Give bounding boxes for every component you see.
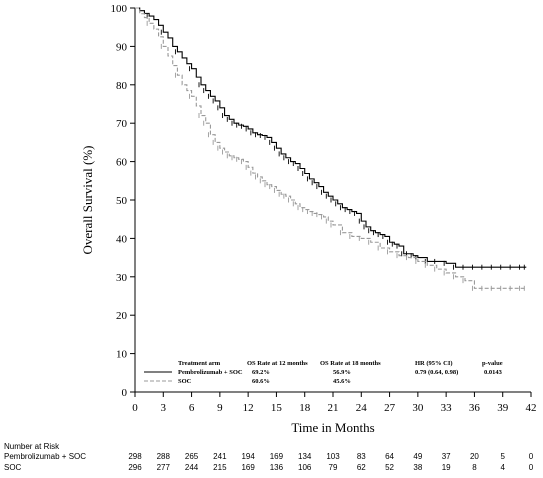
x-tick-label: 12 <box>243 402 254 414</box>
y-tick-label: 50 <box>116 195 128 207</box>
x-tick-label: 18 <box>299 402 311 414</box>
risk-count: 296 <box>128 463 142 472</box>
number-at-risk: Number at Risk Pembrolizumab + SOC SOC 2… <box>4 442 534 472</box>
risk-count: 106 <box>298 463 312 472</box>
table-header-arm: Treatment arm <box>178 360 221 367</box>
y-tick-label: 0 <box>122 387 128 399</box>
risk-count: 0 <box>529 463 534 472</box>
risk-label-soc: SOC <box>4 463 22 472</box>
risk-count: 8 <box>472 463 477 472</box>
risk-count: 241 <box>213 452 227 461</box>
risk-count: 169 <box>241 463 255 472</box>
table-header-os12: OS Rate at 12 months <box>247 360 308 367</box>
curve-soc <box>135 7 527 289</box>
x-tick-label: 3 <box>161 402 167 414</box>
x-tick-label: 30 <box>412 402 424 414</box>
risk-count: 62 <box>357 463 366 472</box>
risk-count: 265 <box>185 452 199 461</box>
table-os12-soc: 60.6% <box>252 378 270 385</box>
x-tick-label: 42 <box>526 402 537 414</box>
y-tick-label: 70 <box>116 118 128 130</box>
y-tick-label: 80 <box>116 80 128 92</box>
table-hr-pembro: 0.79 (0.64, 0.98) <box>415 369 458 376</box>
censor-marks-1 <box>146 20 525 291</box>
risk-count: 288 <box>157 452 171 461</box>
risk-count: 5 <box>500 452 505 461</box>
x-tick-label: 21 <box>328 402 339 414</box>
risk-count: 169 <box>270 452 284 461</box>
table-arm-pembro: Pembrolizumab + SOC <box>178 369 243 376</box>
y-tick-label: 10 <box>116 349 128 361</box>
y-tick-label: 40 <box>116 233 128 245</box>
y-axis-title: Overall Survival (%) <box>80 145 95 254</box>
x-tick-label: 24 <box>356 402 368 414</box>
risk-count: 134 <box>298 452 312 461</box>
table-os12-pembro: 69.2% <box>252 369 270 376</box>
risk-count: 0 <box>529 452 534 461</box>
table-arm-soc: SOC <box>178 378 192 385</box>
x-tick-label: 9 <box>217 402 223 414</box>
x-tick-label: 15 <box>271 402 283 414</box>
y-tick-label: 60 <box>116 157 128 169</box>
risk-count: 194 <box>241 452 255 461</box>
risk-count: 19 <box>442 463 451 472</box>
table-header-hr: HR (95% CI) <box>415 360 453 367</box>
y-tick-label: 30 <box>116 272 128 284</box>
x-tick-label: 33 <box>441 402 453 414</box>
y-tick-label: 90 <box>116 41 128 53</box>
risk-count: 136 <box>270 463 284 472</box>
risk-count: 38 <box>413 463 422 472</box>
table-header-os18: OS Rate at 18 months <box>320 360 381 367</box>
risk-count: 79 <box>329 463 338 472</box>
risk-count: 277 <box>157 463 171 472</box>
risk-count: 64 <box>385 452 394 461</box>
x-axis-title: Time in Months <box>291 420 374 435</box>
risk-title: Number at Risk <box>4 442 60 451</box>
risk-count: 103 <box>326 452 340 461</box>
table-os18-pembro: 56.9% <box>333 369 351 376</box>
risk-count: 52 <box>385 463 394 472</box>
y-tick-label: 20 <box>116 310 128 322</box>
risk-count: 20 <box>470 452 479 461</box>
risk-count: 49 <box>413 452 422 461</box>
risk-count: 4 <box>500 463 505 472</box>
survival-curves <box>135 7 527 291</box>
risk-count: 244 <box>185 463 199 472</box>
x-tick-label: 27 <box>384 402 396 414</box>
table-os18-soc: 45.6% <box>333 378 351 385</box>
risk-count: 83 <box>357 452 366 461</box>
curve-pembrolizumab-soc <box>135 7 527 268</box>
censor-marks-0 <box>146 13 525 270</box>
x-tick-label: 39 <box>497 402 509 414</box>
risk-count: 215 <box>213 463 227 472</box>
risk-count: 298 <box>128 452 142 461</box>
table-header-p: p-value <box>482 360 503 367</box>
y-tick-label: 100 <box>111 3 128 15</box>
annotation-table: Treatment arm OS Rate at 12 months OS Ra… <box>144 360 503 385</box>
x-tick-label: 6 <box>189 402 195 414</box>
table-p-pembro: 0.0143 <box>484 369 503 376</box>
x-tick-label: 36 <box>469 402 481 414</box>
risk-count: 37 <box>442 452 451 461</box>
risk-label-pembro: Pembrolizumab + SOC <box>4 452 86 461</box>
x-tick-label: 0 <box>132 402 138 414</box>
